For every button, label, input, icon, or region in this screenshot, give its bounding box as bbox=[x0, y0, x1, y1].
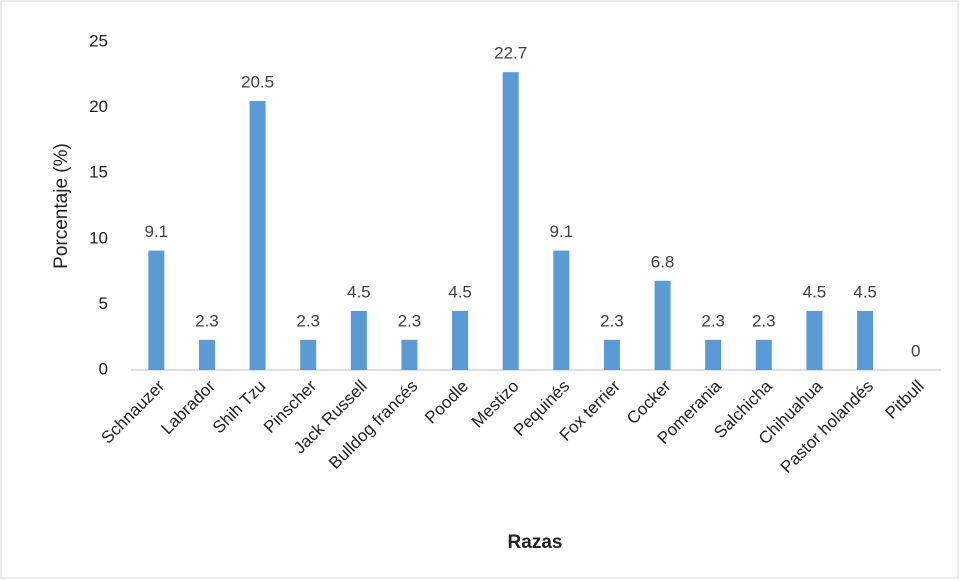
data-label: 9.1 bbox=[144, 222, 168, 241]
data-label: 22.7 bbox=[494, 44, 527, 63]
bar bbox=[654, 280, 671, 370]
bar bbox=[148, 250, 165, 370]
y-axis-title: Porcentaje (%) bbox=[51, 143, 72, 269]
bar bbox=[502, 72, 519, 371]
data-label: 2.3 bbox=[600, 311, 624, 330]
bar bbox=[603, 339, 620, 370]
bar bbox=[755, 339, 772, 370]
data-label: 4.5 bbox=[803, 282, 827, 301]
y-tick-label: 15 bbox=[89, 163, 108, 182]
bar bbox=[553, 250, 570, 370]
bar bbox=[452, 310, 469, 370]
bar bbox=[249, 101, 266, 370]
data-label: 6.8 bbox=[651, 252, 675, 271]
y-tick-label: 25 bbox=[89, 31, 108, 50]
y-tick-label: 5 bbox=[99, 294, 108, 313]
data-label: 2.3 bbox=[195, 311, 219, 330]
bar bbox=[198, 339, 215, 370]
data-label: 2.3 bbox=[752, 311, 776, 330]
data-label: 2.3 bbox=[701, 311, 725, 330]
bar bbox=[857, 310, 874, 370]
bar bbox=[401, 339, 418, 370]
bar bbox=[350, 310, 367, 370]
data-label: 9.1 bbox=[549, 222, 573, 241]
data-label: 0 bbox=[911, 341, 920, 360]
bar bbox=[300, 339, 317, 370]
data-label: 4.5 bbox=[347, 282, 371, 301]
x-axis-title: Razas bbox=[508, 532, 563, 553]
y-tick-label: 0 bbox=[99, 359, 108, 378]
data-label: 2.3 bbox=[398, 311, 422, 330]
data-label: 20.5 bbox=[241, 73, 274, 92]
bar bbox=[705, 339, 722, 370]
data-label: 4.5 bbox=[853, 282, 877, 301]
y-tick-label: 20 bbox=[89, 97, 108, 116]
data-label: 4.5 bbox=[448, 282, 472, 301]
data-label: 2.3 bbox=[296, 311, 320, 330]
bar bbox=[806, 310, 823, 370]
y-tick-label: 10 bbox=[89, 228, 108, 247]
